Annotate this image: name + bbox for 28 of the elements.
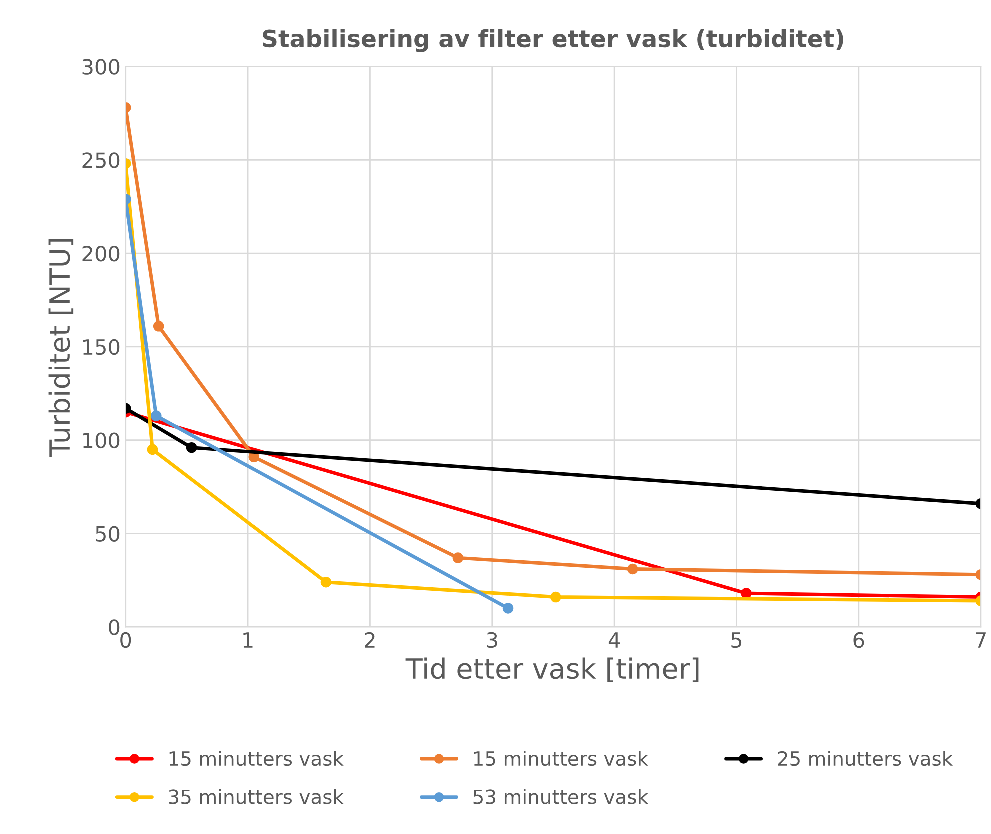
legend-label: 15 minutters vask bbox=[474, 751, 648, 766]
y-tick-label: 300 bbox=[82, 59, 120, 75]
y-axis-title: Turbiditet [NTU] bbox=[48, 239, 74, 457]
x-tick-label: 6 bbox=[854, 632, 864, 648]
legend-label: 35 minutters vask bbox=[169, 789, 344, 804]
point bbox=[502, 603, 514, 614]
point bbox=[628, 564, 638, 575]
point bbox=[550, 592, 562, 603]
y-tick-label: 0 bbox=[109, 620, 120, 636]
y-tick-label: 250 bbox=[82, 152, 120, 168]
x-tick-label: 5 bbox=[732, 632, 742, 648]
legend-label: 25 minutters vask bbox=[778, 751, 954, 766]
y-tick-label: 100 bbox=[84, 432, 120, 449]
point bbox=[320, 576, 332, 588]
x-axis-title: Tid etter vask [timer] bbox=[406, 658, 699, 683]
y-tick-label: 50 bbox=[96, 526, 120, 542]
chart-title: Stabilisering av filter etter vask (turbiditet) bbox=[263, 29, 844, 52]
x-tick-label: 4 bbox=[608, 632, 620, 648]
y-tick-label: 200 bbox=[82, 246, 120, 262]
x-tick-label: 0 bbox=[120, 632, 132, 648]
x-tick-label: 2 bbox=[365, 632, 375, 648]
x-tick-label: 7 bbox=[976, 632, 986, 648]
x-tick-label: 3 bbox=[487, 632, 498, 648]
y-tick-label: 150 bbox=[84, 339, 120, 356]
point bbox=[452, 552, 464, 564]
legend-label: 53 minutters vask bbox=[474, 789, 648, 804]
legend-label: 15 minutters vask bbox=[170, 751, 344, 766]
x-tick-label: 1 bbox=[244, 632, 253, 648]
